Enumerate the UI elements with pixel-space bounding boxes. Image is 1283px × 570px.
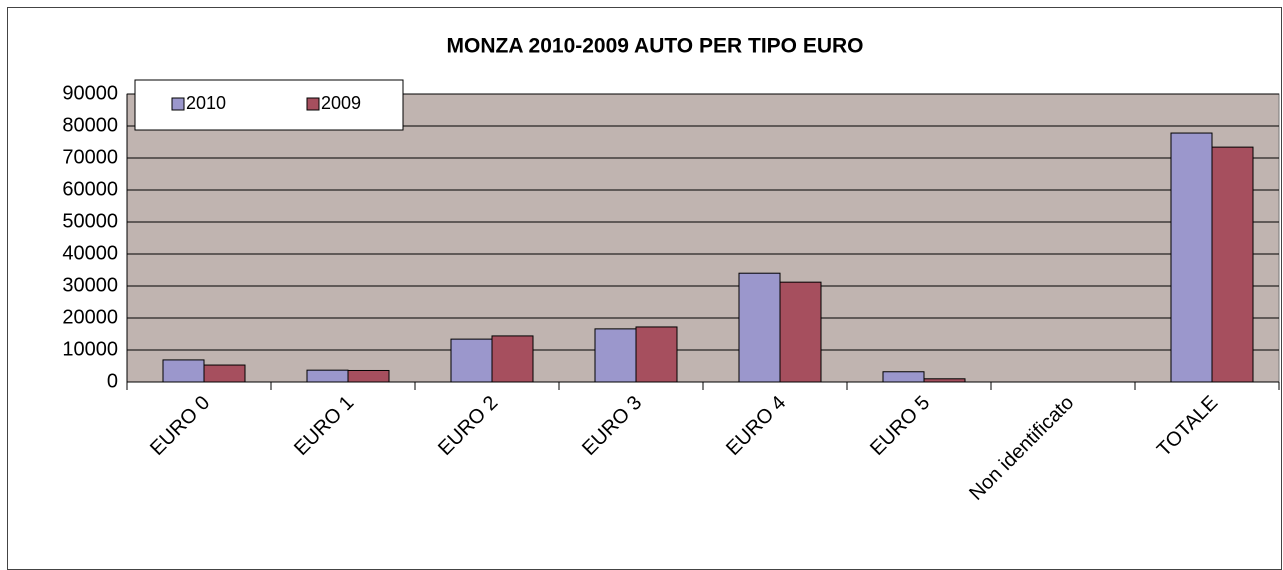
bar xyxy=(450,338,493,383)
chart-title: MONZA 2010-2009 AUTO PER TIPO EURO xyxy=(447,35,864,58)
bar xyxy=(347,369,390,383)
bar xyxy=(882,371,925,383)
bar xyxy=(1211,146,1254,383)
bar xyxy=(203,364,246,383)
y-tick-label: 50000 xyxy=(62,210,118,232)
legend-swatch xyxy=(171,97,185,111)
bar xyxy=(306,369,349,383)
bar xyxy=(162,359,205,383)
y-tick-label: 40000 xyxy=(62,242,118,264)
bar xyxy=(594,328,637,383)
y-tick-label: 10000 xyxy=(62,338,118,360)
bar xyxy=(779,281,822,383)
y-tick-label: 90000 xyxy=(62,82,118,104)
bar xyxy=(635,326,678,383)
bar xyxy=(738,272,781,383)
legend-label: 2010 xyxy=(186,93,226,113)
y-tick-label: 20000 xyxy=(62,306,118,328)
legend-swatch xyxy=(306,97,320,111)
bar xyxy=(1170,132,1213,383)
y-tick-label: 80000 xyxy=(62,114,118,136)
y-tick-label: 60000 xyxy=(62,178,118,200)
y-tick-label: 30000 xyxy=(62,274,118,296)
y-tick-label: 70000 xyxy=(62,146,118,168)
bar xyxy=(491,335,534,383)
plot-area xyxy=(126,93,1280,383)
y-tick-label: 0 xyxy=(107,370,118,392)
legend-label: 2009 xyxy=(321,93,361,113)
